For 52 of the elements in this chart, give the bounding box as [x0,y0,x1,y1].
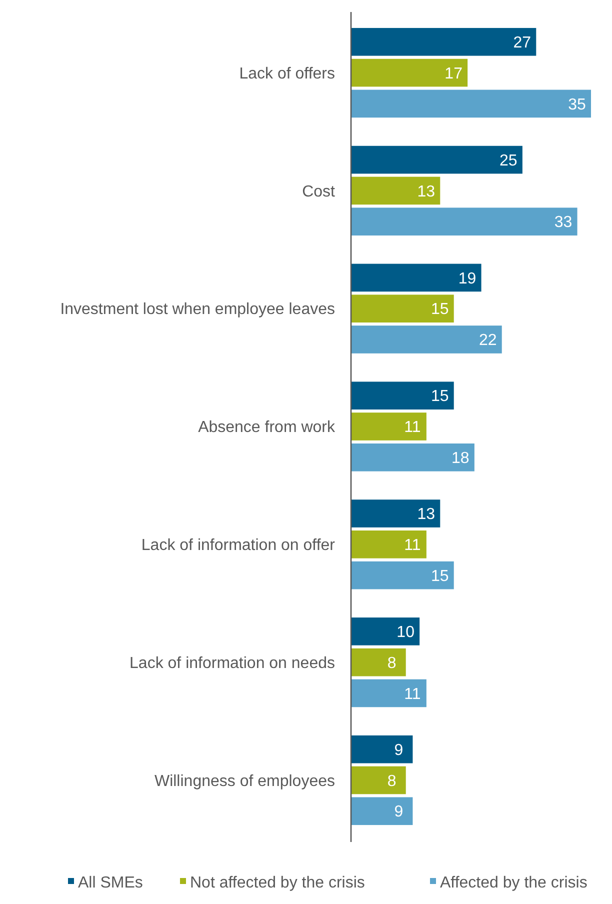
bar [351,90,591,118]
bar [351,326,502,354]
bar [351,530,426,558]
data-label: 10 [396,624,415,642]
data-label: 18 [452,450,470,467]
data-label: 13 [417,183,436,200]
bar [351,500,440,528]
bar [351,735,413,764]
data-label: 13 [417,506,436,524]
bar [351,58,468,87]
y-tick-label: Investment lost when employee leaves [60,301,335,318]
bar [351,679,426,708]
data-label: 11 [404,537,421,554]
data-label: 11 [404,686,421,703]
bar [351,146,522,174]
data-label: 8 [387,654,396,672]
bar [351,294,454,322]
data-label: 19 [458,270,476,288]
data-label: 33 [554,214,572,232]
bar [351,412,426,440]
legend-label: Affected by the crisis [440,874,588,892]
data-label: 8 [387,772,396,790]
data-label: 35 [568,96,586,114]
bar [351,766,406,794]
bar [351,561,454,590]
data-label: 27 [513,34,532,52]
y-tick-label: Cost [302,183,336,200]
data-label: 15 [430,568,449,585]
y-tick-label: Absence from work [198,419,336,436]
data-label: 22 [478,332,497,350]
data-label: 25 [500,152,518,170]
bar [351,176,440,205]
y-tick-label: Lack of information on offer [141,537,336,554]
bar [351,28,536,56]
data-label: 11 [404,419,421,436]
data-label: 15 [430,388,449,406]
bar [351,648,406,676]
data-label: 17 [444,65,463,82]
legend-label: All SMEs [78,874,143,892]
data-label: 9 [394,804,404,821]
bar [351,382,454,410]
bar [351,443,474,472]
bar [351,618,420,646]
bar [351,208,578,236]
data-label: 15 [430,301,449,318]
data-label: 9 [394,742,404,759]
bar [351,264,482,292]
legend-label: Not affected by the crisis [190,874,365,892]
y-tick-label: Willingness of employees [154,772,335,790]
y-tick-label: Lack of information on needs [130,654,335,672]
bar [351,797,413,826]
y-tick-label: Lack of offers [239,65,335,82]
